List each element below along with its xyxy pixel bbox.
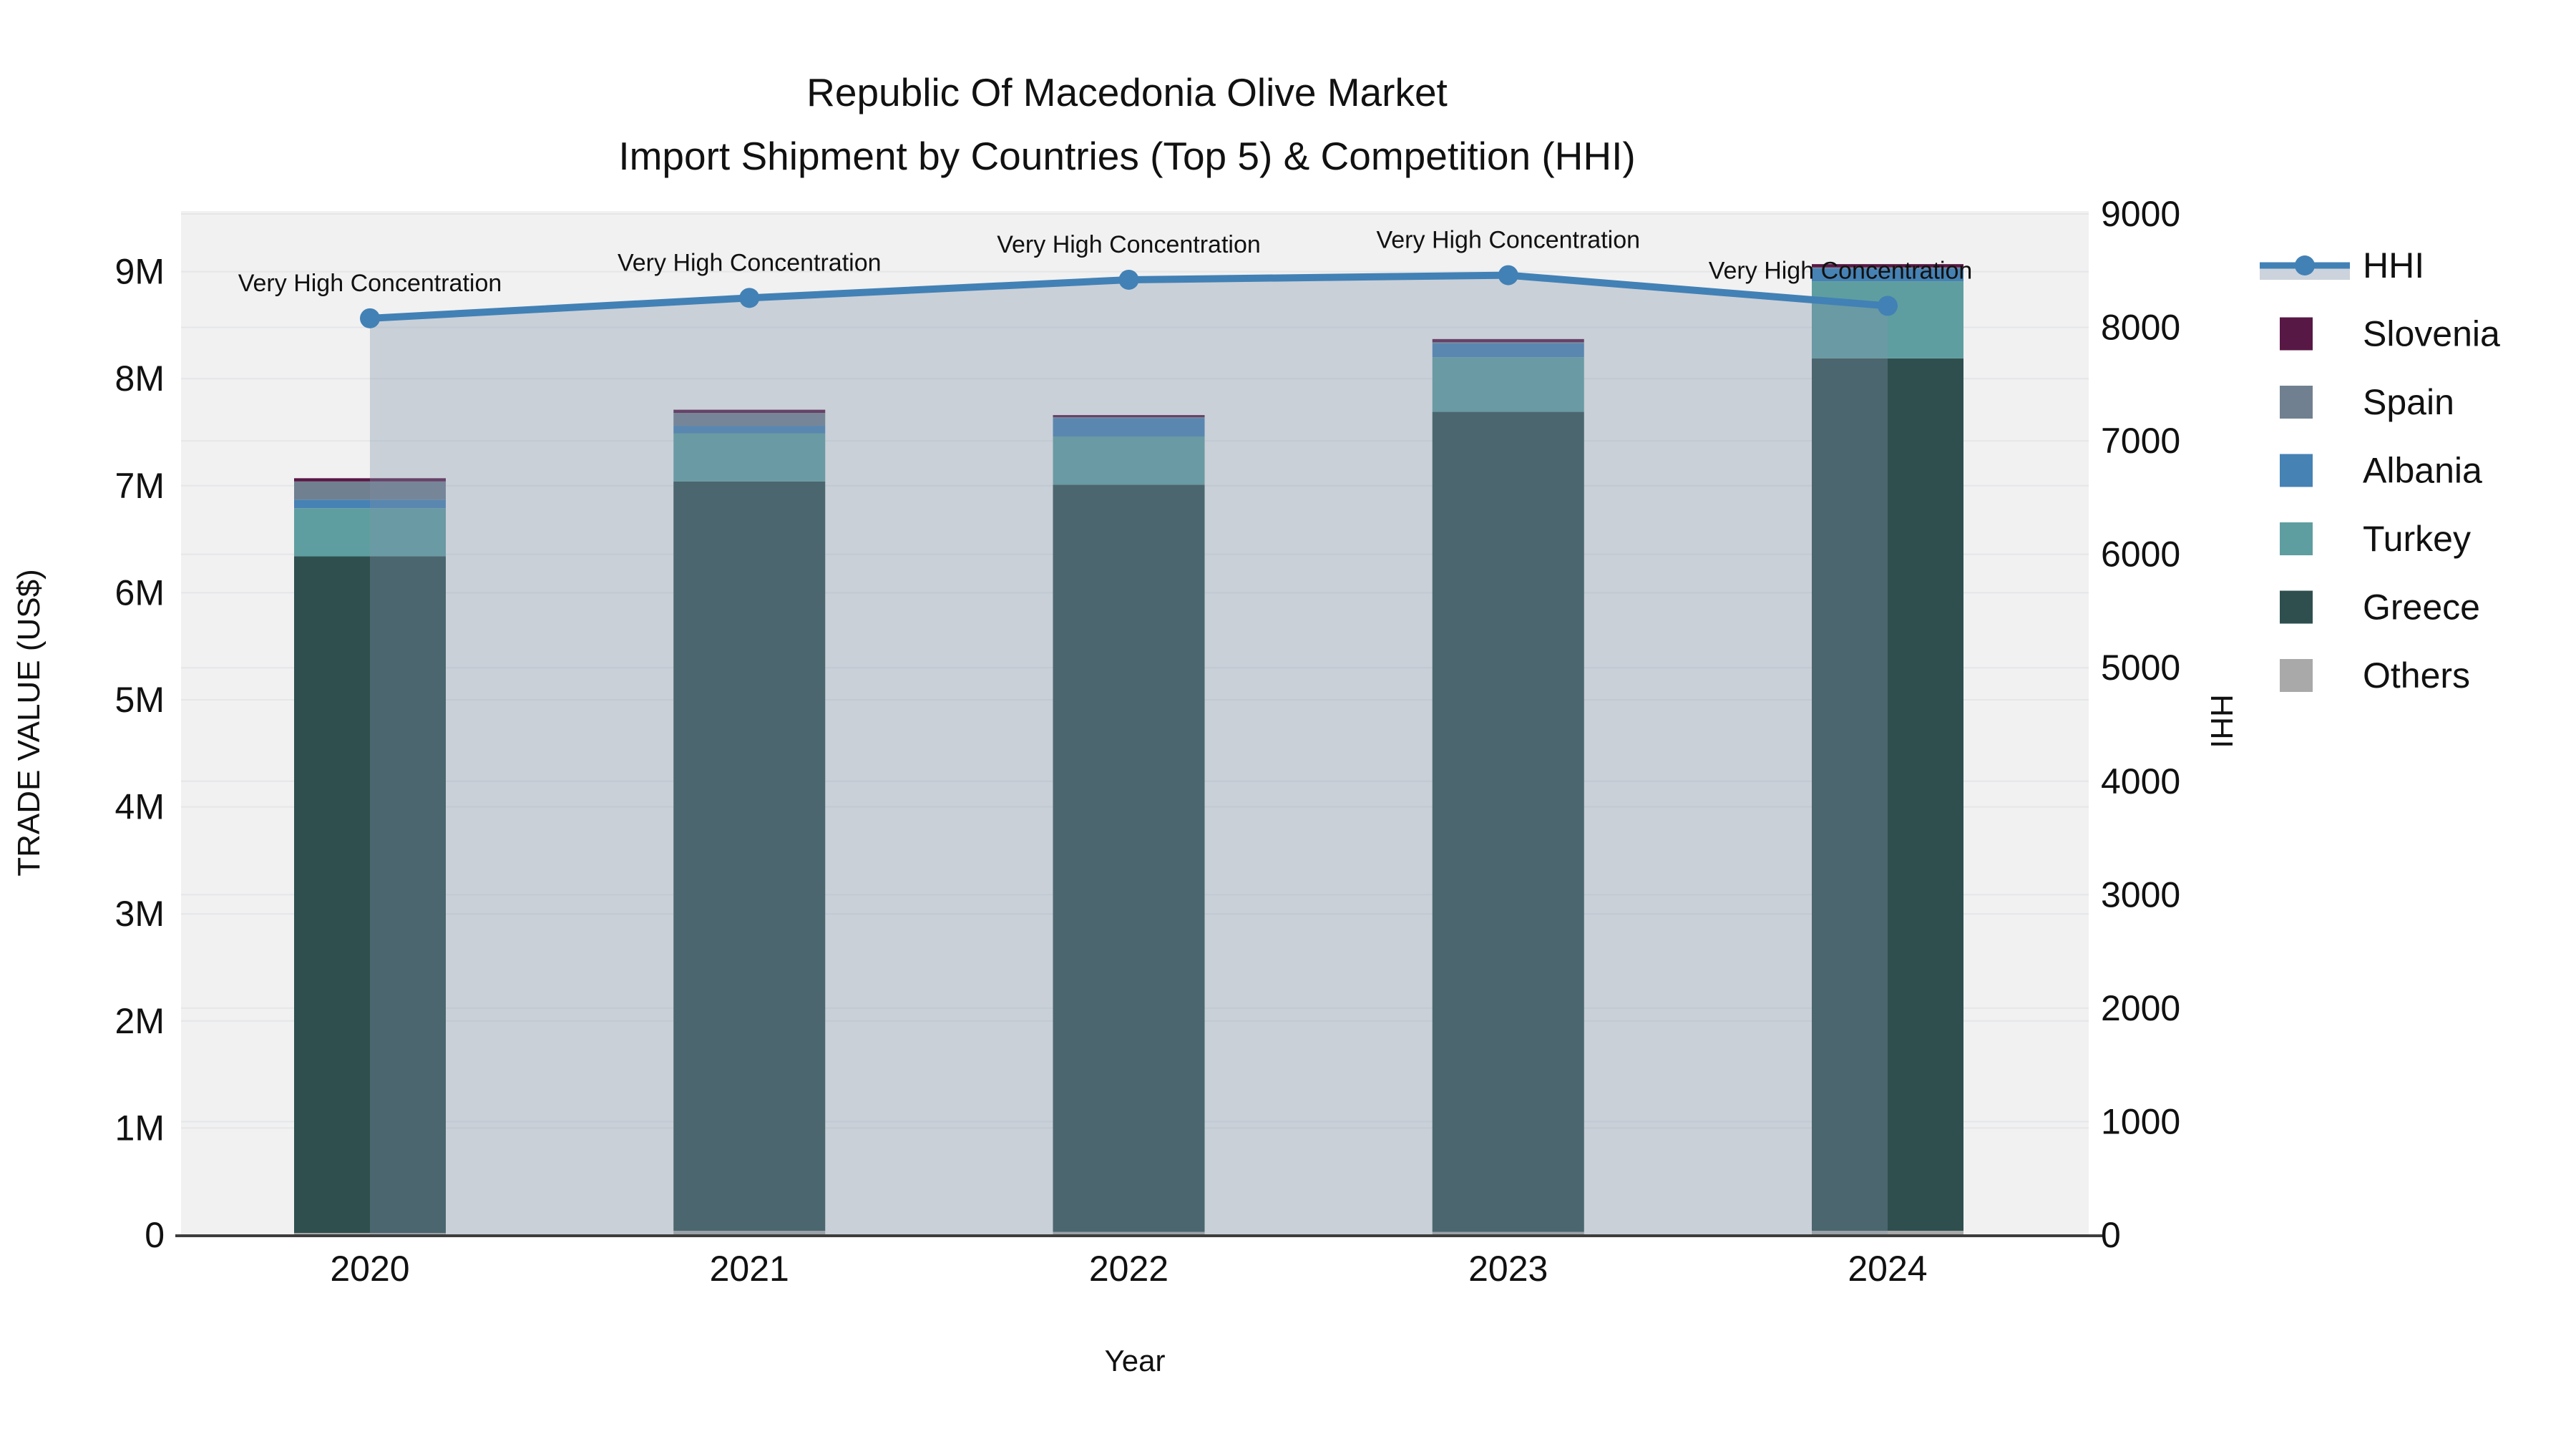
left-tick-7M: 7M: [115, 466, 165, 506]
hhi-point-2020[interactable]: [360, 308, 380, 328]
legend-item-albania[interactable]: Albania: [2280, 451, 2482, 491]
legend-swatch-turkey: [2280, 522, 2313, 555]
legend-item-spain[interactable]: Spain: [2280, 382, 2454, 422]
x-tick-2022: 2022: [1089, 1249, 1169, 1289]
legend-item-slovenia[interactable]: Slovenia: [2280, 314, 2500, 354]
bar-segment-2024-turkey[interactable]: [1812, 281, 1963, 358]
annotation-2023: Very High Concentration: [1376, 227, 1640, 254]
bar-segment-2022-greece[interactable]: [1053, 484, 1205, 1232]
bar-segment-2020-spain[interactable]: [294, 481, 446, 500]
bar-segment-2020-turkey[interactable]: [294, 508, 446, 557]
right-tick-2000: 2000: [2101, 988, 2180, 1028]
left-tick-5M: 5M: [115, 680, 165, 720]
right-tick-7000: 7000: [2101, 421, 2180, 461]
left-tick-3M: 3M: [115, 894, 165, 934]
legend-hhi-marker: [2295, 255, 2315, 275]
hhi-point-2021[interactable]: [739, 288, 760, 308]
legend-item-hhi[interactable]: HHI: [2260, 245, 2424, 286]
bar-segment-2024-albania[interactable]: [1812, 268, 1963, 282]
legend-item-turkey[interactable]: Turkey: [2280, 519, 2471, 559]
x-tick-2021: 2021: [710, 1249, 789, 1289]
bar-segment-2022-spain[interactable]: [1053, 417, 1205, 419]
bar-segment-2024-others[interactable]: [1812, 1231, 1963, 1235]
annotation-2022: Very High Concentration: [997, 231, 1261, 258]
left-tick-2M: 2M: [115, 1001, 165, 1041]
bar-segment-2020-slovenia[interactable]: [294, 478, 446, 482]
legend-label-albania: Albania: [2363, 451, 2482, 491]
right-tick-0: 0: [2101, 1215, 2121, 1255]
left-y-axis-title: TRADE VALUE (US$): [11, 569, 47, 877]
bar-segment-2023-albania[interactable]: [1432, 343, 1584, 358]
left-tick-6M: 6M: [115, 572, 165, 613]
bar-segment-2024-greece[interactable]: [1812, 358, 1963, 1231]
legend-swatch-spain: [2280, 386, 2313, 419]
right-tick-3000: 3000: [2101, 874, 2180, 914]
legend-swatch-slovenia: [2280, 317, 2313, 351]
x-tick-2023: 2023: [1468, 1249, 1548, 1289]
legend: HHI Slovenia Spain Albania Turkey Greece Other…: [2260, 245, 2500, 696]
left-tick-4M: 4M: [115, 787, 165, 827]
right-tick-9000: 9000: [2101, 194, 2180, 234]
bar-segment-2021-greece[interactable]: [673, 481, 826, 1231]
bar-segment-2023-slovenia[interactable]: [1432, 338, 1584, 343]
bar-segment-2020-greece[interactable]: [294, 556, 446, 1234]
bar-segment-2021-albania[interactable]: [673, 426, 826, 434]
right-tick-8000: 8000: [2101, 308, 2180, 348]
hhi-point-2022[interactable]: [1118, 269, 1139, 290]
right-tick-4000: 4000: [2101, 761, 2180, 801]
legend-label-greece: Greece: [2363, 587, 2480, 628]
left-tick-1M: 1M: [115, 1108, 165, 1148]
plot-layers: Very High Concentration Very High Concent…: [115, 194, 2181, 1289]
legend-label-turkey: Turkey: [2363, 519, 2471, 559]
bar-segment-2021-others[interactable]: [673, 1231, 826, 1235]
chart-title-line1: Republic Of Macedonia Olive Market: [806, 70, 1448, 114]
hhi-point-2024[interactable]: [1878, 296, 1898, 316]
bar-segment-2023-spain[interactable]: [1432, 342, 1584, 343]
bar-segment-2022-albania[interactable]: [1053, 418, 1205, 436]
bar-segment-2023-greece[interactable]: [1432, 411, 1584, 1232]
right-tick-1000: 1000: [2101, 1101, 2180, 1141]
legend-label-slovenia: Slovenia: [2363, 314, 2500, 354]
bar-segment-2022-others[interactable]: [1053, 1231, 1205, 1235]
bar-segment-2024-slovenia[interactable]: [1812, 264, 1963, 268]
legend-label-spain: Spain: [2363, 382, 2454, 422]
legend-label-others: Others: [2363, 655, 2470, 696]
hhi-area-fill: [370, 275, 1888, 1235]
bar-segment-2022-slovenia[interactable]: [1053, 415, 1205, 418]
annotation-2024: Very High Concentration: [1709, 257, 1973, 284]
x-tick-2020: 2020: [330, 1249, 409, 1289]
right-tick-6000: 6000: [2101, 535, 2180, 575]
right-y-axis-title: HHI: [2204, 694, 2239, 748]
legend-swatch-others: [2280, 659, 2313, 692]
x-axis-title: Year: [1105, 1344, 1166, 1377]
legend-item-others[interactable]: Others: [2280, 655, 2470, 696]
bar-segment-2022-turkey[interactable]: [1053, 436, 1205, 485]
annotation-2021: Very High Concentration: [618, 249, 882, 276]
bar-segment-2021-turkey[interactable]: [673, 433, 826, 482]
legend-label-hhi: HHI: [2363, 245, 2424, 286]
bar-segment-2023-turkey[interactable]: [1432, 357, 1584, 412]
bar-segment-2020-others[interactable]: [294, 1233, 446, 1235]
legend-swatch-greece: [2280, 590, 2313, 624]
left-tick-0: 0: [145, 1215, 165, 1255]
right-tick-5000: 5000: [2101, 648, 2180, 688]
bar-segment-2021-slovenia[interactable]: [673, 409, 826, 414]
left-tick-9M: 9M: [115, 252, 165, 292]
chart-title-line2: Import Shipment by Countries (Top 5) & C…: [618, 134, 1635, 178]
legend-item-greece[interactable]: Greece: [2280, 587, 2480, 628]
bar-segment-2021-spain[interactable]: [673, 413, 826, 426]
annotation-2020: Very High Concentration: [238, 270, 502, 297]
hhi-point-2023[interactable]: [1498, 265, 1518, 286]
bar-segment-2023-others[interactable]: [1432, 1231, 1584, 1235]
bar-segment-2020-albania[interactable]: [294, 499, 446, 509]
x-tick-2024: 2024: [1848, 1249, 1927, 1289]
left-tick-8M: 8M: [115, 358, 165, 399]
legend-swatch-albania: [2280, 454, 2313, 487]
